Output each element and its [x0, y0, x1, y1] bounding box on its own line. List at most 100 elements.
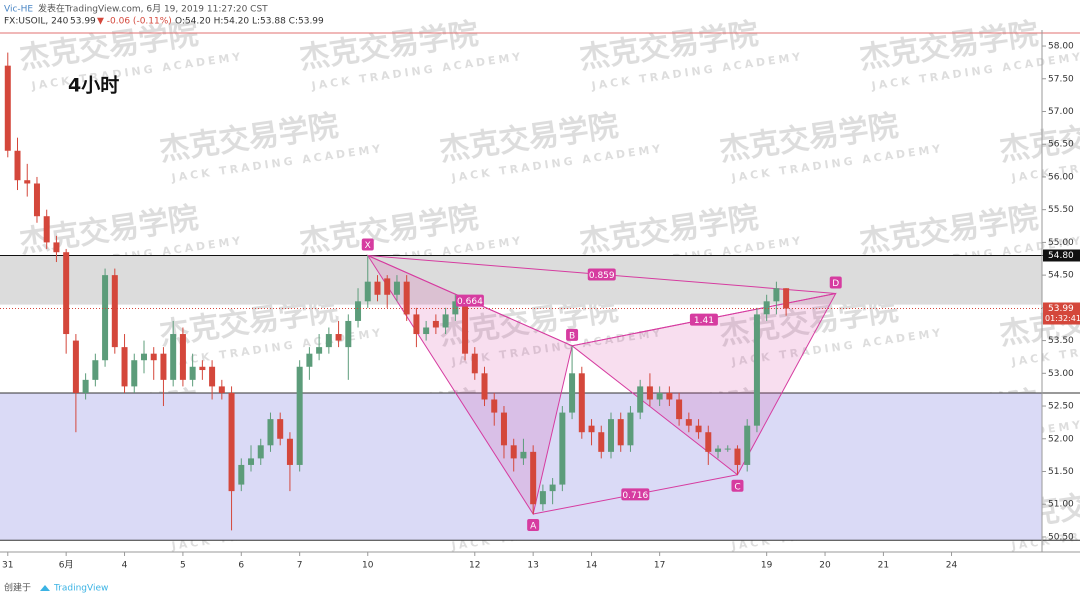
y-tick-label: 51.00 [1048, 500, 1074, 510]
pattern-point-label: B [569, 331, 575, 341]
pattern-point-label: X [365, 241, 371, 251]
candle-body [257, 445, 264, 459]
candle-body [588, 425, 595, 433]
header-price: 53.99 [70, 17, 96, 27]
ratio-label: 0.859 [589, 271, 615, 281]
y-tick-label: 57.00 [1048, 107, 1074, 117]
y-tick-label: 53.50 [1048, 336, 1074, 346]
candle-body [432, 320, 439, 328]
candle-body [695, 425, 702, 433]
price-mark-box [1043, 249, 1080, 262]
last-price-label: 53.99 [1048, 304, 1074, 314]
pattern-point-label: C [734, 482, 740, 492]
candle-body [277, 419, 284, 439]
candle-body [491, 399, 498, 413]
candle-body [685, 419, 692, 426]
candle-body [296, 366, 303, 465]
candle-body [199, 366, 206, 371]
candle-body [617, 419, 624, 446]
candle-body [82, 379, 89, 393]
y-tick-label: 53.00 [1048, 369, 1074, 379]
candle-body [92, 360, 99, 380]
header-ohlc: O:54.20 H:54.20 L:53.88 C:53.99 [175, 17, 324, 27]
candle-body [520, 451, 527, 459]
candle-body [170, 334, 177, 380]
candle-body [384, 278, 391, 295]
candle-body [442, 314, 449, 328]
candle-body [286, 438, 293, 465]
candle-body [160, 353, 167, 380]
x-tick-label: 10 [362, 561, 374, 571]
header-published: 发表在TradingView.com, 6月 19, 2019 11:27:20… [38, 3, 268, 15]
candle-body [267, 419, 274, 446]
ratio-label: 1.41 [694, 316, 714, 326]
candle-body [393, 281, 400, 295]
header-symbol: FX:USOIL, 240 [4, 17, 69, 27]
y-tick-label: 50.50 [1048, 532, 1074, 542]
candle-body [14, 150, 21, 181]
header-author: Vic-HE [4, 5, 33, 15]
candle-body [734, 448, 741, 465]
candle-body [325, 334, 332, 348]
candle-body [403, 281, 410, 315]
candle-body [607, 419, 614, 452]
candle-body [72, 340, 79, 393]
y-tick-label: 55.50 [1048, 205, 1074, 215]
plot [0, 32, 1080, 541]
candle-body [140, 353, 147, 361]
candle-body [452, 301, 459, 315]
candle-body [744, 425, 751, 465]
candle-body [423, 327, 430, 335]
candle-body [715, 448, 722, 452]
candle-body [753, 314, 760, 426]
pattern-point-label: A [530, 522, 537, 532]
x-tick-label: 4 [122, 561, 128, 571]
pattern-point-box [527, 519, 540, 532]
x-tick-label: 20 [819, 561, 831, 571]
x-tick-label: 5 [180, 561, 186, 571]
zone [0, 255, 1042, 305]
candle-body [53, 242, 60, 253]
candle-body [500, 412, 507, 446]
candle-body [676, 399, 683, 420]
chart-title: 4小时 [68, 75, 119, 97]
candle-body [63, 252, 70, 335]
header-change: ▼ -0.06 (-0.11%) [97, 17, 172, 27]
candle-body [33, 183, 40, 217]
x-tick-label: 6月 [59, 560, 74, 571]
ratio-box [621, 488, 650, 501]
candle-body [189, 366, 196, 380]
pattern-point-box [361, 238, 374, 251]
x-tick-label: 21 [878, 561, 889, 571]
candle-body [627, 412, 634, 446]
footer-created: 创建于 [4, 582, 31, 594]
y-tick-label: 52.00 [1048, 434, 1074, 444]
candle-body [413, 314, 420, 335]
y-tick-label: 54.50 [1048, 271, 1074, 281]
ratio-label: 0.716 [622, 491, 648, 501]
candle-body [656, 392, 663, 400]
countdown-label: 01:32:41 [1045, 314, 1080, 323]
candle-body [4, 65, 11, 151]
candle-body [569, 373, 576, 413]
candle-body [549, 484, 556, 492]
candle-body [646, 386, 653, 400]
candle-body [121, 347, 128, 387]
candle-body [355, 301, 362, 321]
x-tick-label: 19 [761, 561, 773, 571]
candle-body [724, 448, 731, 450]
ratio-box [455, 294, 484, 307]
pattern-point-box [829, 276, 842, 289]
y-tick-label: 51.50 [1048, 467, 1074, 477]
candle-body [316, 347, 323, 354]
pattern-point-label: D [832, 279, 839, 289]
candle-body [539, 491, 546, 505]
y-tick-label: 56.00 [1048, 172, 1074, 182]
last-price-box [1043, 302, 1080, 325]
candle-body [43, 216, 50, 243]
candle-body [218, 386, 225, 393]
candle-body [345, 320, 352, 348]
ratio-label: 0.664 [457, 297, 483, 307]
candle-body [150, 353, 157, 361]
